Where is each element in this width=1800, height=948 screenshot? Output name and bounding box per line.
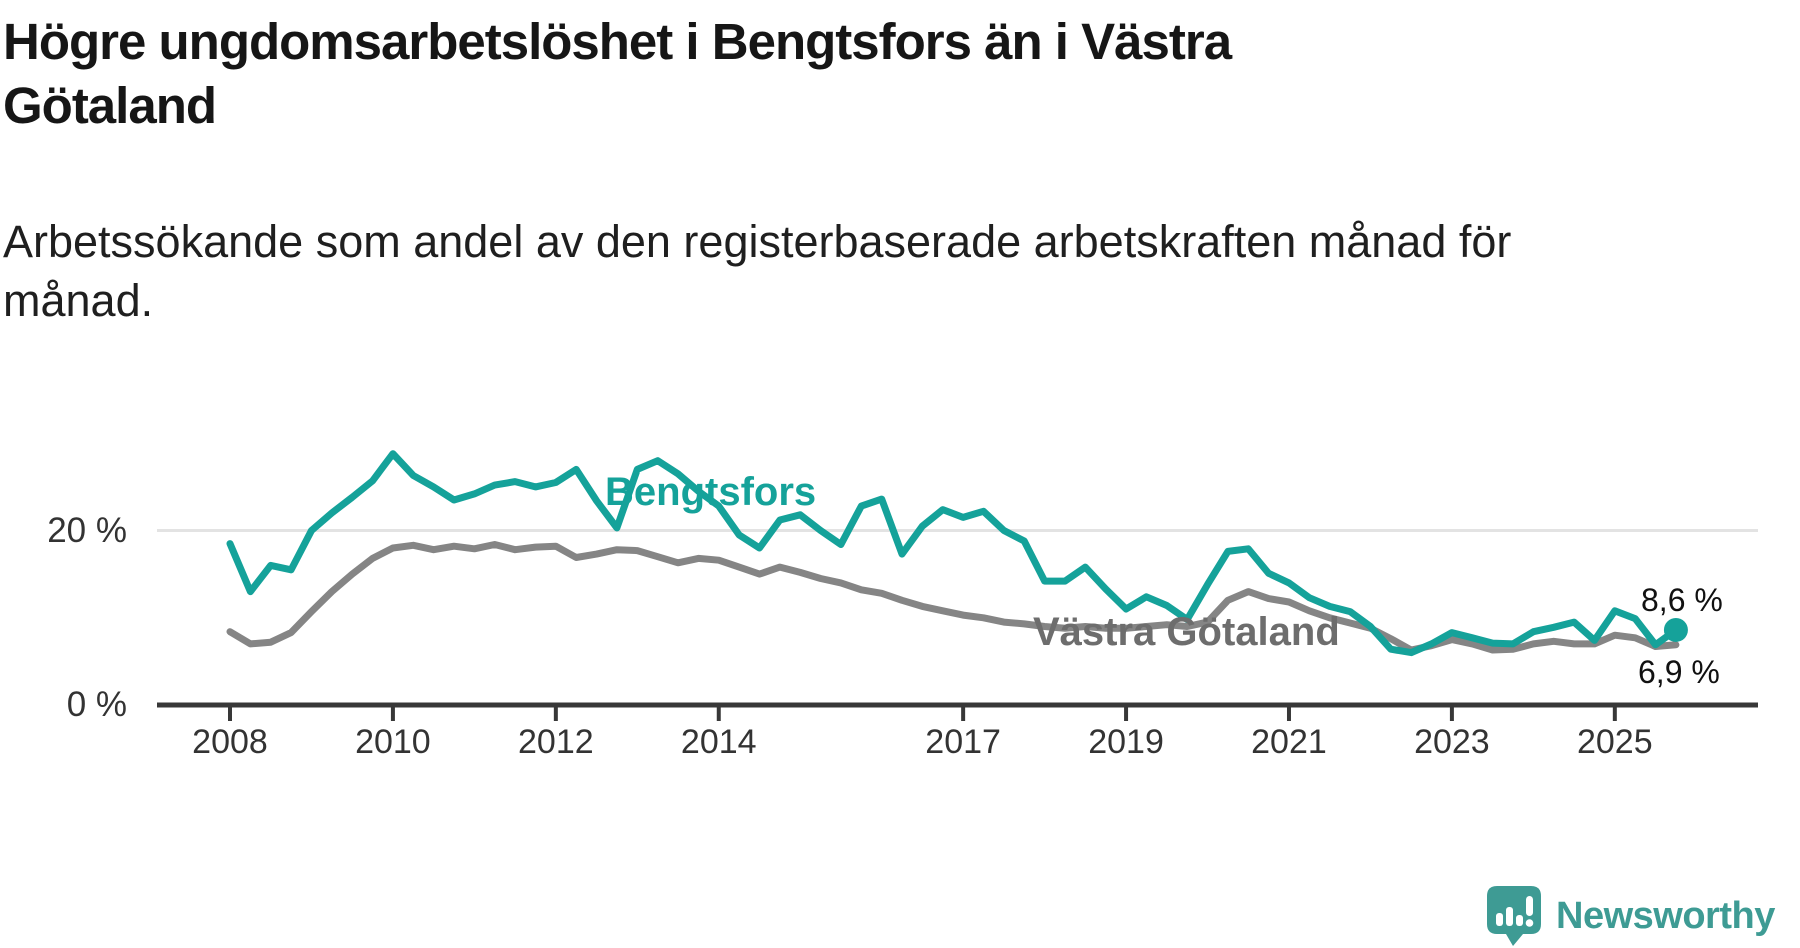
x-axis-tick-label: 2012 xyxy=(518,723,594,761)
chart-subtitle-line-2: månad. xyxy=(3,275,154,326)
end-value-label-bengtsfors: 8,6 % xyxy=(1641,582,1723,618)
x-axis-tick-label: 2008 xyxy=(192,723,268,761)
x-axis-tick-label: 2010 xyxy=(355,723,431,761)
newsworthy-logo-icon xyxy=(1487,886,1541,946)
y-axis-tick-label: 0 % xyxy=(66,685,127,724)
x-axis-tick-label: 2021 xyxy=(1251,723,1327,761)
x-axis-tick-label: 2019 xyxy=(1088,723,1164,761)
chart-title-line-1: Högre ungdomsarbetslöshet i Bengtsfors ä… xyxy=(3,13,1232,70)
chart-title-line-2: Götaland xyxy=(3,77,217,134)
chart-subtitle-line-1: Arbetssökande som andel av den registerb… xyxy=(3,216,1512,267)
end-value-label-vastra-gotaland: 6,9 % xyxy=(1638,654,1720,690)
y-axis-tick-label: 20 % xyxy=(47,510,127,550)
chart-title: Högre ungdomsarbetslöshet i Bengtsfors ä… xyxy=(3,10,1232,138)
x-axis-tick-label: 2014 xyxy=(680,723,757,761)
bengtsfors-line xyxy=(226,450,1680,657)
x-axis-tick-label: 2023 xyxy=(1414,723,1490,761)
x-axis-tick-label: 2017 xyxy=(925,723,1001,761)
series-label-bengtsfors: Bengtsfors xyxy=(605,470,817,514)
chart-subtitle: Arbetssökande som andel av den registerb… xyxy=(3,212,1511,330)
newsworthy-logo-text: Newsworthy xyxy=(1556,894,1775,937)
latest-value-dot xyxy=(1663,617,1688,642)
newsworthy-logo: Newsworthy xyxy=(1487,886,1775,946)
series-label-vastra-gotaland: Västra Götaland xyxy=(1033,610,1340,654)
x-axis-tick-label: 2025 xyxy=(1576,723,1653,761)
